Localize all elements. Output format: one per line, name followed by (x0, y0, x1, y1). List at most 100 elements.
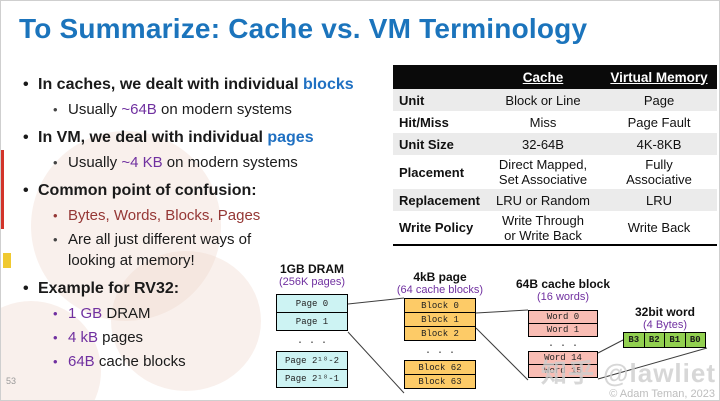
bullet-item: • In VM, we deal with individual pages (23, 127, 395, 149)
diagram-cell: Block 63 (404, 374, 476, 389)
table-cell-cache: LRU or Random (496, 192, 590, 208)
word-bytes-row: B3 B2 B1 B0 (623, 332, 706, 348)
table-row-label: Write Policy (399, 220, 474, 235)
bullet-text-segment: on modern systems (156, 101, 292, 118)
diagram-cell: Block 1 (404, 312, 476, 327)
slide-title: To Summarize: Cache vs. VM Terminology (19, 13, 588, 44)
bullet-item: • Are all just different ways of looking … (53, 229, 395, 271)
table-header-virtual-memory: Virtual Memory (601, 65, 717, 89)
table-cell-cache: 32-64B (522, 136, 564, 152)
byte-cell: B1 (664, 332, 686, 348)
bullet-text-segment: Common point of confusion: (38, 182, 257, 199)
table-cell-cache: Miss (529, 114, 557, 130)
bullet-dot: • (53, 155, 58, 170)
bullet-dot: • (23, 76, 29, 93)
bullet-dot: • (53, 208, 58, 223)
table-row-label: Unit Size (399, 136, 454, 152)
table-row: Hit/Miss Miss Page Fault (393, 111, 717, 133)
bullet-text: 4 kB pages (68, 327, 143, 348)
bullet-text: Common point of confusion: (38, 180, 257, 202)
bullet-dot: • (53, 354, 58, 369)
byte-cell: B2 (643, 332, 665, 348)
table-header-row: Cache Virtual Memory (393, 65, 717, 89)
byte-cell: B3 (623, 332, 645, 348)
bullet-dot: • (53, 306, 58, 321)
table-cell-cache: Direct Mapped, Set Associative (498, 157, 588, 187)
diagram-cell: Word 0 (528, 310, 598, 324)
page-subtitle: (64 cache blocks) (396, 284, 484, 296)
bullet-text-segment: pages (98, 329, 144, 346)
background-watermark-blob (31, 131, 221, 321)
bullet-text-segment: Are all just different ways of looking a… (68, 231, 252, 269)
bullet-item: • 1 GB DRAM (53, 303, 395, 324)
bullet-dot: • (53, 232, 58, 247)
bullet-text-segment: ~64B (121, 101, 157, 118)
bullet-text-segment: on modern systems (162, 154, 298, 171)
bullet-item: • Common point of confusion: (23, 180, 395, 202)
dram-subtitle: (256K pages) (278, 276, 346, 288)
cache-block-diagram-label: 64B cache block (16 words) (496, 277, 630, 304)
table-cell-virtual-memory: Fully Associative (626, 157, 692, 187)
dram-pages-column: Page 0 Page 1 . . . Page 2¹⁸-2 Page 2¹⁸-1 (276, 294, 348, 388)
bullet-text: Usually ~64B on modern systems (68, 99, 292, 120)
watermark-text: 知乎 @lawliet (540, 358, 716, 388)
bullet-item: • Bytes, Words, Blocks, Pages (53, 205, 395, 226)
bullet-item: • In caches, we dealt with individual blo… (23, 74, 395, 96)
cache-block-title: 64B cache block (515, 277, 611, 291)
diagram-cell: Word 1 (528, 323, 598, 337)
table-cell-virtual-memory: 4K-8KB (636, 136, 682, 152)
table-row-label: Hit/Miss (399, 114, 449, 130)
diagram-cell: Word 15 (528, 364, 598, 378)
diagram-cell: Block 2 (404, 326, 476, 341)
cache-block-subtitle: (16 words) (537, 291, 589, 303)
bullet-dot: • (53, 330, 58, 345)
table-cell-virtual-memory: Page (643, 92, 675, 108)
cache-vs-vm-table: Cache Virtual Memory Unit Block or Line Pa… (393, 65, 717, 246)
byte-cell: B0 (684, 332, 706, 348)
bullet-text-segment: Usually (68, 101, 122, 118)
bullet-text: Usually ~4 KB on modern systems (68, 152, 298, 173)
table-header-empty (393, 65, 485, 89)
bullet-text-segment: DRAM (102, 305, 151, 322)
diagram-cell: Block 0 (404, 298, 476, 313)
left-edge-yellow-artifact (3, 253, 11, 268)
table-row: Replacement LRU or Random LRU (393, 189, 717, 211)
diagram-ellipsis: . . . (296, 336, 327, 347)
bullet-item: • 4 kB pages (53, 327, 395, 348)
copyright-text: © Adam Teman, 2023 (609, 388, 715, 400)
table-header-cache: Cache (485, 65, 601, 89)
bullet-dot: • (23, 129, 29, 146)
page-blocks-column: Block 0 Block 1 Block 2 . . . Block 62 Block … (404, 298, 476, 389)
table-row: Write Policy Write Through or Write Back W… (393, 211, 717, 245)
bullet-text-segment: In VM, we deal with individual (38, 129, 268, 146)
diagram-cell: Page 0 (276, 294, 348, 313)
bullet-item: • Usually ~4 KB on modern systems (53, 152, 395, 173)
table-row: Unit Block or Line Page (393, 89, 717, 111)
left-edge-red-artifact (1, 150, 4, 229)
diagram-ellipsis: . . . (424, 345, 455, 357)
table-row-label: Replacement (399, 192, 480, 208)
bullet-text: Are all just different ways of looking a… (68, 229, 251, 271)
diagram-cell: Page 2¹⁸-2 (276, 351, 348, 370)
bullet-text-segment: ~4 KB (121, 154, 163, 171)
bullet-dot: • (23, 182, 29, 199)
table-cell-virtual-memory: Write Back (627, 220, 691, 235)
dram-title: 1GB DRAM (279, 262, 344, 276)
bullet-text-segment: Usually (68, 154, 122, 171)
diagram-ellipsis: . . . (547, 339, 578, 350)
background-watermark-blob (111, 251, 261, 391)
diagram-cell: Word 14 (528, 351, 598, 365)
diagram-cell: Block 62 (404, 360, 476, 375)
page-title: 4kB page (413, 270, 467, 284)
bullet-text-segment: blocks (302, 76, 354, 93)
diagram-cell: Page 1 (276, 312, 348, 331)
table-cell-virtual-memory: LRU (645, 192, 672, 208)
table-row: Unit Size 32-64B 4K-8KB (393, 133, 717, 155)
diagram-cell: Page 2¹⁸-1 (276, 369, 348, 388)
table-row-label: Placement (399, 164, 465, 180)
bullet-text-segment: Example for RV32: (38, 280, 180, 297)
bullet-text: 1 GB DRAM (68, 303, 151, 324)
bullet-text-segment: cache blocks (94, 353, 186, 370)
bullet-text-segment: 4 kB (68, 329, 99, 346)
